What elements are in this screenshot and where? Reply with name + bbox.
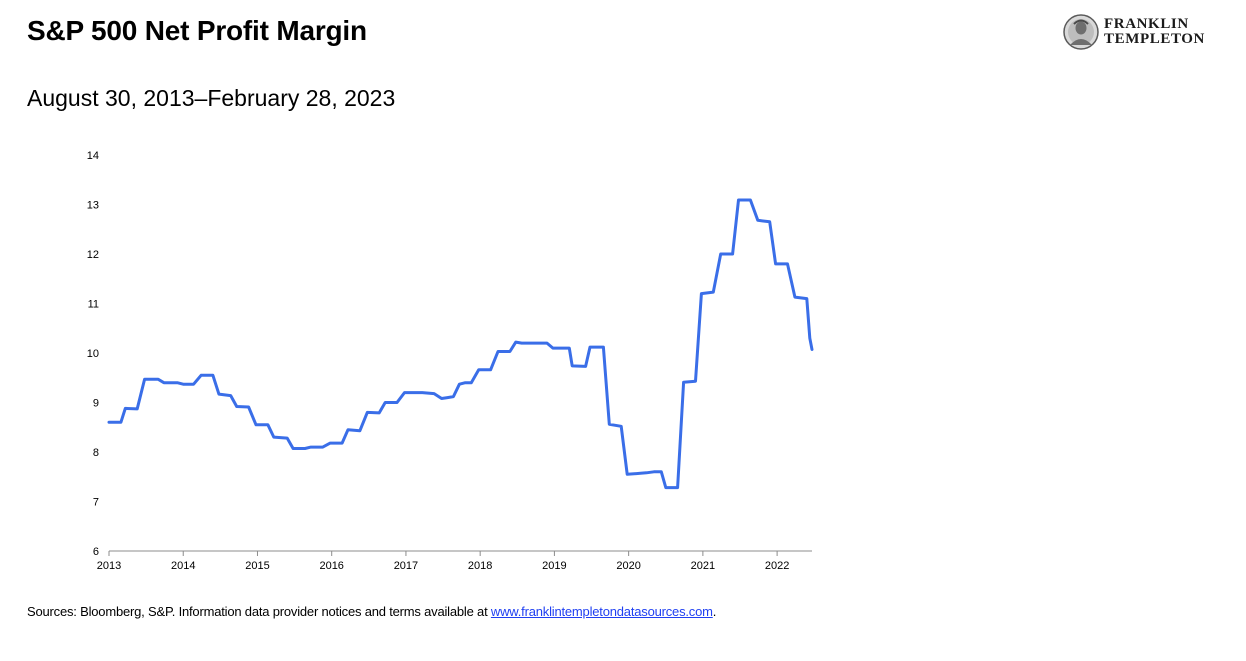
y-tick-label: 11 xyxy=(88,299,99,311)
series-layer xyxy=(107,198,814,490)
x-tick-label: 2022 xyxy=(765,560,789,572)
source-text: Sources: Bloomberg, S&P. Information dat… xyxy=(27,604,491,619)
y-tick-label: 8 xyxy=(93,447,99,459)
source-trailing: . xyxy=(712,604,717,619)
y-tick-label: 6 xyxy=(93,546,99,558)
series-line-net-profit-margin xyxy=(107,198,814,490)
x-tick-label: 2015 xyxy=(245,560,269,572)
x-tick-label: 2018 xyxy=(468,560,492,572)
x-tick-label: 2019 xyxy=(542,560,566,572)
x-tick-label: 2017 xyxy=(394,560,418,572)
x-tick-label: 2016 xyxy=(319,560,343,572)
logo-line-1: FRANKLIN xyxy=(1104,16,1189,32)
y-tick-label: 14 xyxy=(87,150,99,162)
y-axis-ticks: 6 7 8 9 10 11 12 13 14 xyxy=(87,150,99,558)
y-tick-label: 12 xyxy=(87,249,99,261)
y-tick-label: 7 xyxy=(93,497,99,509)
y-tick-label: 13 xyxy=(87,200,99,212)
y-tick-label: 9 xyxy=(93,398,99,410)
franklin-templeton-logo: FRANKLIN TEMPLETON xyxy=(1062,14,1214,50)
chart-subtitle: August 30, 2013–February 28, 2023 xyxy=(27,85,396,111)
x-axis-ticks: 2013 2014 2015 2016 2017 2018 2019 2020 2021 2022 xyxy=(97,551,789,572)
chart-title: S&P 500 Net Profit Margin xyxy=(27,15,367,46)
logo-line-2: TEMPLETON xyxy=(1104,31,1205,47)
source-link[interactable]: www.franklintempletondatasources.com xyxy=(490,604,713,619)
franklin-portrait-icon xyxy=(1063,14,1099,50)
x-tick-label: 2013 xyxy=(97,560,121,572)
x-tick-label: 2014 xyxy=(171,560,195,572)
x-tick-label: 2021 xyxy=(691,560,715,572)
source-note: Sources: Bloomberg, S&P. Information dat… xyxy=(27,604,716,619)
x-tick-label: 2020 xyxy=(616,560,640,572)
y-tick-label: 10 xyxy=(87,348,99,360)
